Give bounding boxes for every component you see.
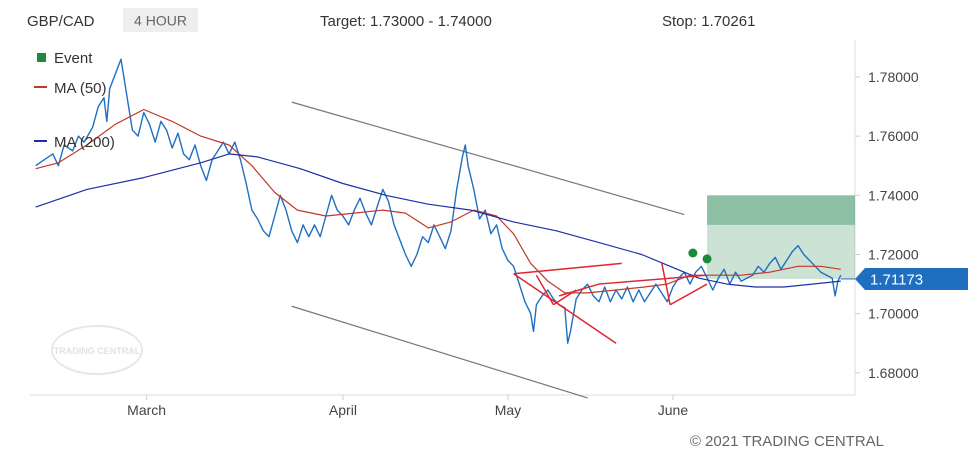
event-markers [688, 248, 712, 264]
legend-event-label: Event [54, 50, 93, 67]
channel-line-1 [291, 305, 588, 399]
pattern-line-4 [558, 283, 600, 297]
price-series-line [35, 58, 842, 344]
y-tick-label-4: 1.76000 [868, 128, 919, 144]
target-label: Target: 1.73000 - 1.74000 [320, 13, 492, 30]
y-tick-label-3: 1.74000 [868, 187, 919, 203]
trading-central-watermark: TRADING CENTRAL [51, 325, 143, 375]
svg-text:TRADING CENTRAL: TRADING CENTRAL [54, 346, 141, 356]
ma200-series-line [35, 153, 841, 288]
symbol-label: GBP/CAD [27, 13, 95, 30]
pattern-line-1 [513, 273, 617, 344]
y-axis-ticks: 1.68000 1.70000 1.72000 1.74000 1.76000 1.780… [855, 69, 919, 381]
channel-line-0 [291, 101, 685, 216]
pattern-line-0 [513, 262, 622, 275]
channel-lines [291, 101, 685, 399]
target-zone-upper [707, 195, 855, 225]
timeframe-label: 4 HOUR [134, 13, 187, 29]
legend-event-swatch [37, 53, 46, 62]
legend-ma200-label: MA (200) [54, 134, 115, 151]
pattern-lines [513, 261, 708, 344]
last-price-badge [855, 267, 968, 290]
copyright: © 2021 TRADING CENTRAL [690, 433, 884, 450]
legend: Event MA (50) MA (200) [34, 50, 115, 151]
x-tick-label-1: April [329, 402, 357, 418]
last-price-label: 1.71173 [870, 271, 923, 288]
stop-label: Stop: 1.70261 [662, 13, 755, 30]
last-price-badge-group: 1.71173 [840, 267, 968, 290]
timeframe-badge [123, 8, 198, 32]
target-zone-lower [707, 224, 855, 279]
y-tick-label-2: 1.72000 [868, 246, 919, 262]
pattern-line-6 [660, 261, 671, 305]
y-tick-label-1: 1.70000 [868, 306, 919, 322]
y-tick-label-0: 1.68000 [868, 365, 919, 381]
event-marker-0 [688, 248, 698, 258]
event-marker-1 [702, 254, 712, 264]
pattern-line-2 [535, 274, 555, 306]
x-tick-label-3: June [658, 402, 689, 418]
x-tick-label-0: March [127, 402, 166, 418]
x-tick-label-2: May [495, 402, 521, 418]
pattern-line-7 [669, 283, 708, 306]
legend-ma50-label: MA (50) [54, 80, 107, 97]
y-tick-label-5: 1.78000 [868, 69, 919, 85]
x-axis-ticks: March April May June [127, 395, 688, 418]
target-zone [707, 195, 855, 279]
pattern-line-5 [598, 274, 708, 285]
